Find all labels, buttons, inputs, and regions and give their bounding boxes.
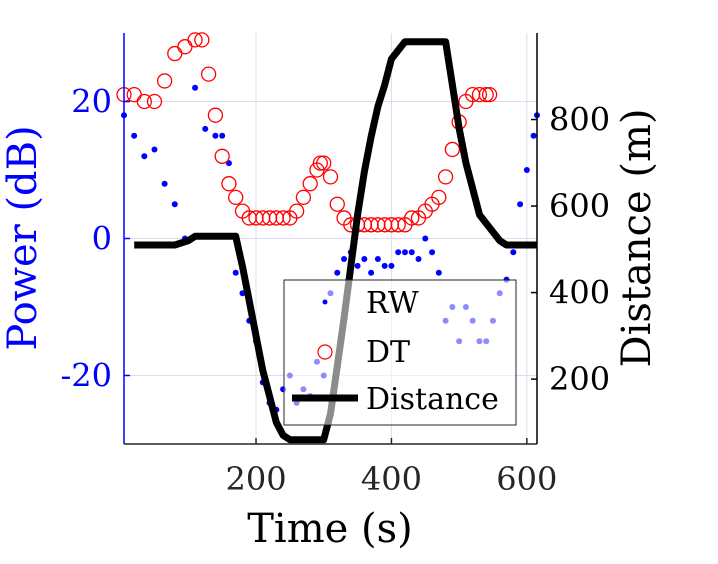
dt-point [431,189,447,206]
left-axis-ticks: -20 0 20 [60,83,130,395]
dt-point [404,210,420,226]
dt-point [322,169,339,185]
dt-series [116,32,498,233]
left-tick-label: 0 [92,220,112,258]
dt-point [390,217,406,233]
legend-dt-label: DT [366,335,410,370]
dt-point [481,87,498,103]
legend-dt-marker [317,344,333,360]
left-tick-label: -20 [60,357,112,395]
dt-point [437,169,454,185]
rw-point [517,201,524,208]
left-tick-label: 20 [71,83,112,121]
x-axis-label: Time (s) [247,506,413,552]
dt-point [329,196,345,212]
bottom-axis-ticks: 200 400 600 [225,438,557,498]
dt-point [136,93,152,110]
dt-point [200,66,217,82]
rw-point [429,249,436,256]
dt-point [295,189,312,206]
y-axis-label-left: Power (dB) [0,125,46,350]
dt-point [214,148,230,164]
dt-point [302,176,318,192]
rw-point [388,262,395,269]
rw-point [368,269,375,276]
rw-point [422,235,429,242]
rw-point [341,256,348,263]
dt-point [187,32,203,48]
dt-point [471,87,488,103]
dt-point [194,32,210,48]
rw-point [219,132,226,139]
legend-rw-label: RW [366,286,419,321]
dt-point [228,189,244,206]
dt-point [312,155,328,171]
distance-series [134,38,538,444]
rw-point [415,256,422,263]
rw-point [354,262,361,269]
rw-point [530,132,537,139]
rw-point [161,180,168,187]
dt-point [478,87,494,103]
legend-distance-label: Distance [366,382,499,417]
rw-point [381,262,388,269]
rw-point [202,125,209,132]
dt-point [146,93,163,110]
rw-point [408,249,415,256]
rw-point [395,249,402,256]
dt-point [275,210,291,226]
rw-point [374,256,381,263]
rw-point [334,269,341,276]
rw-point [435,269,442,276]
legend-rw-marker [322,299,328,305]
rw-point [510,249,517,256]
right-tick-label: 800 [549,101,610,139]
right-tick-label: 200 [549,360,610,398]
rw-point [232,269,239,276]
bottom-tick-label: 200 [225,460,286,498]
right-tick-label: 600 [549,187,610,225]
dt-point [221,176,237,192]
dt-point [156,73,173,89]
right-axis-ticks: 200 400 600 800 [531,101,610,398]
bottom-tick-label: 400 [361,460,422,498]
dt-point [207,107,224,123]
dt-point [288,203,305,219]
rw-point [171,201,178,208]
rw-point [131,132,138,139]
legend: RW DT Distance [283,279,517,426]
dt-point [444,141,461,158]
rw-point [151,146,158,153]
bottom-tick-label: 600 [496,460,557,498]
right-tick-label: 400 [549,274,610,312]
rw-point [401,249,408,256]
rw-point [361,256,368,263]
rw-point [141,153,148,160]
distance-line [134,38,538,444]
rw-point [523,167,530,173]
dt-point [316,155,332,171]
rw-point [192,84,199,91]
rw-point [212,132,219,139]
y-axis-label-right: Distance (m) [614,108,660,367]
